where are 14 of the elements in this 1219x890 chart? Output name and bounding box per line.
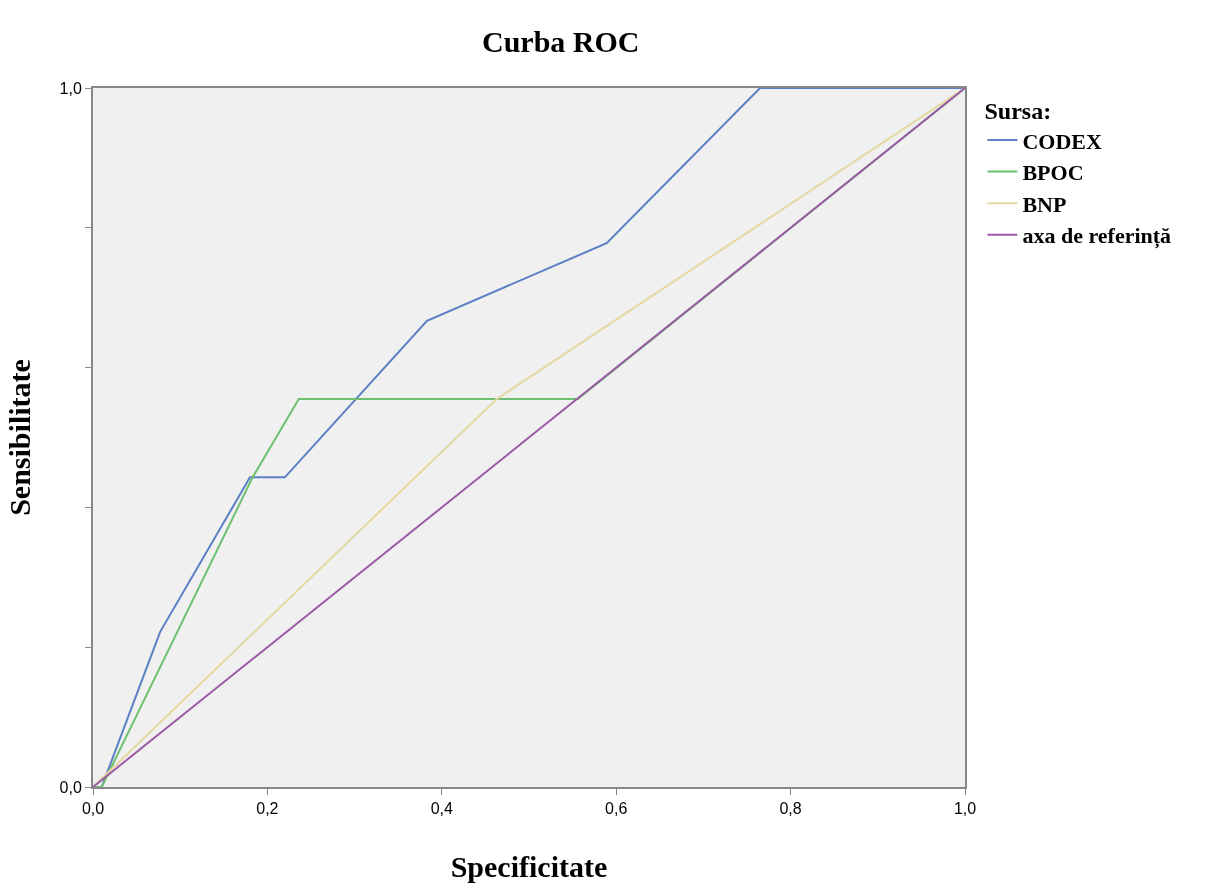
legend-label: BNP <box>1022 191 1067 217</box>
x-tick-label: 0,2 <box>256 800 279 818</box>
legend-title: Sursa: <box>984 98 1052 125</box>
x-tick-label: 0,8 <box>779 800 802 818</box>
legend-label: BPOC <box>1022 160 1084 186</box>
x-tick-label: 0,4 <box>430 800 454 818</box>
y-axis-title: Sensibilitate <box>3 359 37 516</box>
x-tick-label: 0,0 <box>81 800 105 818</box>
x-axis-title: Specificitate <box>450 850 608 884</box>
legend-label: CODEX <box>1022 128 1102 154</box>
x-tick-label: 0,6 <box>605 800 628 818</box>
legend-label: axa de referință <box>1022 223 1172 250</box>
x-tick-label: 1,0 <box>953 800 977 818</box>
chart-title: Curba ROC <box>481 25 640 59</box>
